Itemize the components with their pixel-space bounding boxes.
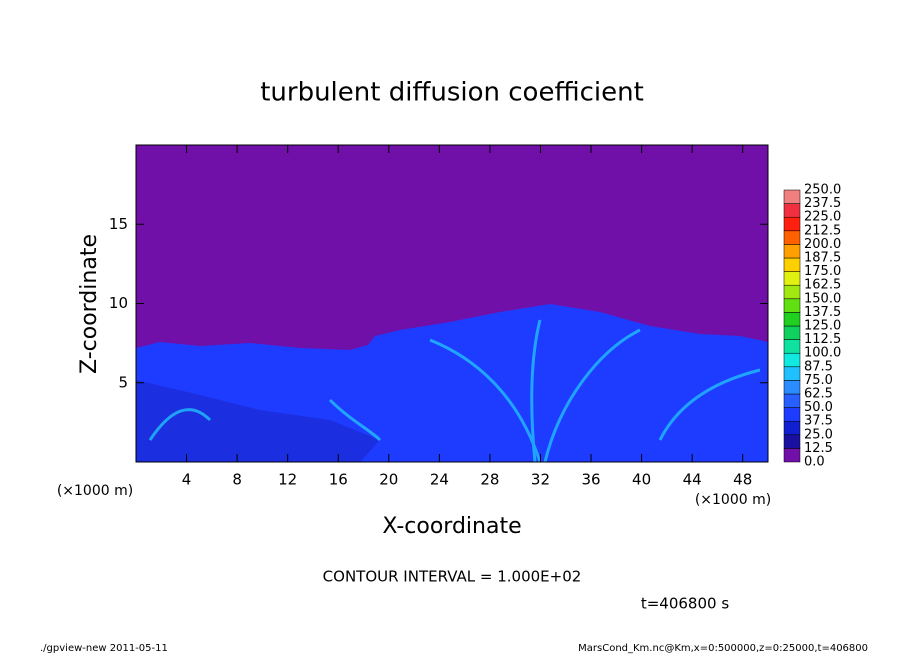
chart-title: turbulent diffusion coefficient	[260, 78, 644, 108]
colorbar-label: 75.0	[804, 373, 833, 388]
colorbar-swatch	[783, 448, 801, 463]
colorbar-label: 37.5	[804, 414, 833, 429]
colorbar-swatch	[783, 312, 801, 327]
x-tick-label: 24	[430, 471, 449, 489]
x-unit: (×1000 m)	[695, 492, 771, 508]
colorbar-label: 150.0	[804, 291, 841, 306]
colorbar-swatch	[783, 216, 801, 232]
colorbar-label: 200.0	[804, 237, 841, 252]
x-tick-label: 48	[733, 471, 752, 489]
x-tick-label: 28	[480, 471, 499, 489]
colorbar-label: 125.0	[804, 319, 841, 334]
colorbar-swatch	[783, 380, 801, 395]
colorbar-label: 112.5	[804, 332, 841, 347]
colorbar-swatch	[783, 298, 801, 313]
x-tick-label: 16	[329, 471, 348, 489]
colorbar-label: 12.5	[804, 441, 833, 456]
colorbar-swatch	[783, 257, 801, 272]
colorbar-label: 237.5	[804, 196, 841, 211]
colorbar-label: 175.0	[804, 264, 841, 279]
colorbar-label: 25.0	[804, 427, 833, 442]
footer: MarsCond_Km.nc@Km,x=0:500000,z=0:25000,t…	[578, 643, 868, 654]
colorbar-label: 212.5	[804, 223, 841, 238]
footer: ./gpview-new 2011-05-11	[40, 643, 168, 654]
colorbar-swatch	[783, 407, 801, 422]
colorbar-label: 62.5	[804, 387, 833, 402]
colorbar-swatch	[783, 244, 801, 259]
x-tick-label: 8	[232, 471, 242, 489]
colorbar-swatch	[783, 203, 801, 218]
y-tick-label: 5	[118, 373, 128, 391]
colorbar-label: 187.5	[804, 251, 841, 266]
y-tick-label: 10	[109, 294, 128, 312]
x-tick-label: 12	[278, 471, 297, 489]
x-tick-label: 36	[581, 471, 600, 489]
x-tick-label: 32	[531, 471, 550, 489]
colorbar-label: 250.0	[804, 183, 841, 198]
y-tick-label: 15	[109, 215, 128, 233]
x-tick-label: 40	[632, 471, 651, 489]
x-axis-title: X-coordinate	[382, 514, 521, 539]
colorbar-label: 0.0	[804, 455, 825, 470]
field-streaks	[148, 319, 761, 463]
colorbar-swatch	[783, 325, 801, 340]
x-tick-label: 4	[182, 471, 192, 489]
colorbar-swatch	[783, 271, 801, 286]
colorbar-swatch	[783, 420, 801, 436]
colorbar-label: 87.5	[804, 359, 833, 374]
y-unit: (×1000 m)	[57, 483, 133, 499]
colorbar-swatch	[783, 230, 801, 245]
colorbar-label: 137.5	[804, 305, 841, 320]
colorbar-label: 162.5	[804, 278, 841, 293]
x-tick-label: 20	[379, 471, 398, 489]
colorbar-swatch	[783, 339, 801, 354]
annotation: CONTOUR INTERVAL = 1.000E+02	[323, 568, 582, 586]
annotation: t=406800 s	[641, 595, 729, 613]
x-tick-label: 44	[683, 471, 702, 489]
colorbar-label: 225.0	[804, 210, 841, 225]
y-axis-title: Z-coordinate	[77, 234, 102, 374]
colorbar-label: 100.0	[804, 346, 841, 361]
field-layer	[136, 380, 380, 462]
colorbar-swatch	[783, 352, 801, 368]
field	[136, 145, 768, 463]
colorbar-label: 50.0	[804, 400, 833, 415]
colorbar-swatch	[783, 189, 801, 204]
colorbar-swatch	[783, 366, 801, 381]
colorbar-swatch	[783, 434, 801, 449]
colorbar-swatch	[783, 393, 801, 408]
colorbar-swatch	[783, 284, 801, 300]
